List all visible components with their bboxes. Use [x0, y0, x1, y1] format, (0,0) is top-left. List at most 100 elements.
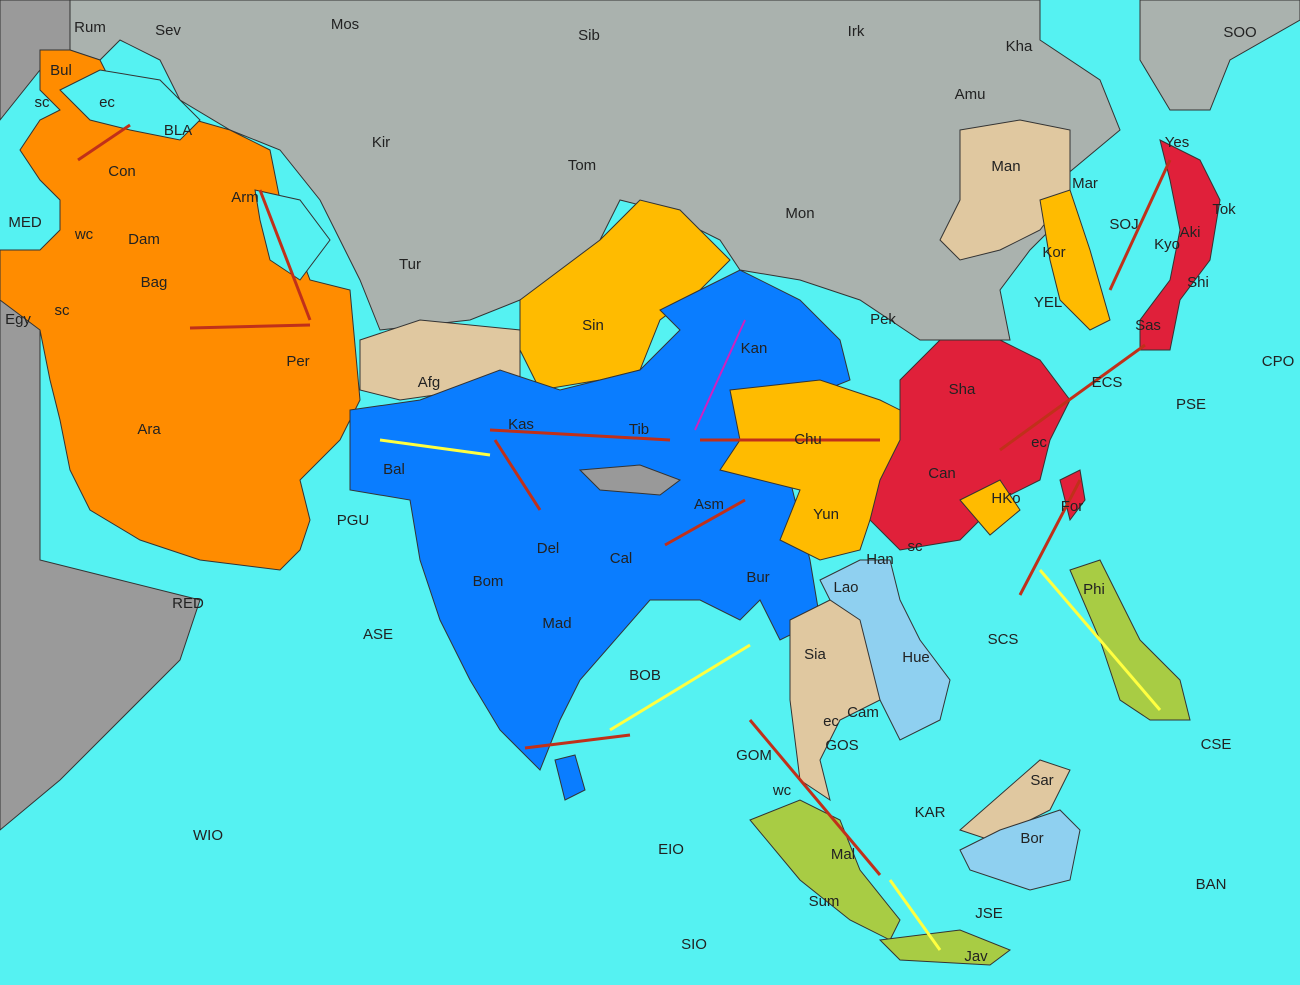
region-label: BAN: [1196, 876, 1227, 893]
france-region: [819, 559, 951, 741]
move-arrow: [489, 428, 671, 442]
move-arrow: [493, 439, 542, 511]
move-arrow: [664, 498, 746, 547]
neutral-land: [789, 599, 881, 802]
region-label: Phi: [1083, 581, 1105, 598]
region-label: Irk: [848, 23, 865, 40]
region-label: ASE: [363, 626, 393, 643]
region-label: Pek: [870, 311, 896, 328]
region-label: Han: [866, 551, 894, 568]
region-label: Mad: [542, 615, 571, 632]
region-label: Kha: [1006, 38, 1033, 55]
region-label: Kyo: [1154, 236, 1180, 253]
region-label: BLA: [164, 122, 192, 139]
region-label: Can: [928, 465, 956, 482]
region-label: Sin: [582, 317, 604, 334]
region-label: ec: [823, 713, 839, 730]
region-label: Con: [108, 163, 136, 180]
region-label: Tok: [1212, 201, 1236, 218]
region-label: SCS: [988, 631, 1019, 648]
region-label: JSE: [975, 905, 1003, 922]
region-label: Yun: [813, 506, 839, 523]
support-arrow: [609, 643, 751, 732]
support-arrow: [888, 879, 942, 951]
neutral-land: [578, 464, 682, 496]
region-label: Ara: [137, 421, 161, 438]
region-label: Arm: [231, 189, 259, 206]
region-label: EIO: [658, 841, 684, 858]
move-arrow: [524, 733, 631, 750]
region-label: wc: [74, 226, 94, 243]
region-label: ec: [99, 94, 115, 111]
region-label: Sum: [809, 893, 840, 910]
region-label: Bul: [50, 62, 72, 79]
region-label: Chu: [794, 431, 822, 448]
neutral-land: [0, 249, 201, 831]
region-label: wc: [772, 782, 792, 799]
region-label: KAR: [915, 804, 946, 821]
support-arrow: [379, 438, 491, 457]
region-label: GOM: [736, 747, 772, 764]
region-label: RED: [172, 595, 204, 612]
region-label: Amu: [955, 86, 986, 103]
region-label: Dam: [128, 231, 160, 248]
dutch-region: [878, 929, 1012, 966]
region-labels: Rum Sev Mos Sib Irk Kha SOO Bul sc ec BLA Con Kir Tom…: [5, 16, 1294, 965]
region-label: Kor: [1042, 244, 1065, 261]
region-label: CPO: [1262, 353, 1295, 370]
region-label: Tom: [568, 157, 596, 174]
region-label: MED: [8, 214, 42, 231]
region-label: Cam: [847, 704, 879, 721]
region-label: PGU: [337, 512, 370, 529]
japan-region: [869, 339, 1071, 551]
region-label: Afg: [418, 374, 441, 391]
region-label: YEL: [1034, 294, 1062, 311]
region-label: SIO: [681, 936, 707, 953]
move-arrow: [748, 719, 882, 876]
move-arrow: [189, 323, 311, 330]
china-region: [959, 479, 1021, 536]
region-label: CSE: [1201, 736, 1232, 753]
turkey-region: [0, 49, 361, 571]
region-label: Per: [286, 353, 309, 370]
region-label: PSE: [1176, 396, 1206, 413]
region-label: Shi: [1187, 274, 1209, 291]
move-arrow: [1108, 159, 1172, 291]
support-arrow: [1038, 569, 1162, 711]
region-label: sc: [35, 94, 51, 111]
move-arrow: [999, 343, 1146, 452]
neutral-land: [939, 119, 1071, 261]
region-label: Lao: [833, 579, 858, 596]
region-label: BOB: [629, 667, 661, 684]
dutch-region: [1069, 559, 1191, 721]
region-label: Kir: [372, 134, 390, 151]
move-arrow: [77, 123, 131, 162]
china-region: [719, 379, 921, 561]
region-label: ec: [1031, 434, 1047, 451]
region-label: SOO: [1223, 24, 1256, 41]
region-label: Bor: [1020, 830, 1043, 847]
region-label: Kan: [741, 340, 768, 357]
region-label: Del: [537, 540, 560, 557]
region-label: Mar: [1072, 175, 1098, 192]
region-label: Kas: [508, 416, 534, 433]
region-label: Jav: [964, 948, 988, 965]
region-label: Hue: [902, 649, 930, 666]
region-label: sc: [908, 538, 924, 555]
region-label: For: [1061, 498, 1084, 515]
region-label: Sas: [1135, 317, 1161, 334]
region-label: Tib: [629, 421, 649, 438]
region-label: Tur: [399, 256, 421, 273]
china-region: [1039, 189, 1111, 331]
region-label: Sib: [578, 27, 600, 44]
region-label: Mon: [785, 205, 814, 222]
region-label: GOS: [825, 737, 858, 754]
region-label: Mos: [331, 16, 359, 33]
britain-region: [554, 754, 586, 801]
region-label: Mal: [831, 846, 855, 863]
sea: [254, 189, 331, 281]
japan-region: [1139, 139, 1221, 351]
region-label: ECS: [1092, 374, 1123, 391]
region-label: Rum: [74, 19, 106, 36]
